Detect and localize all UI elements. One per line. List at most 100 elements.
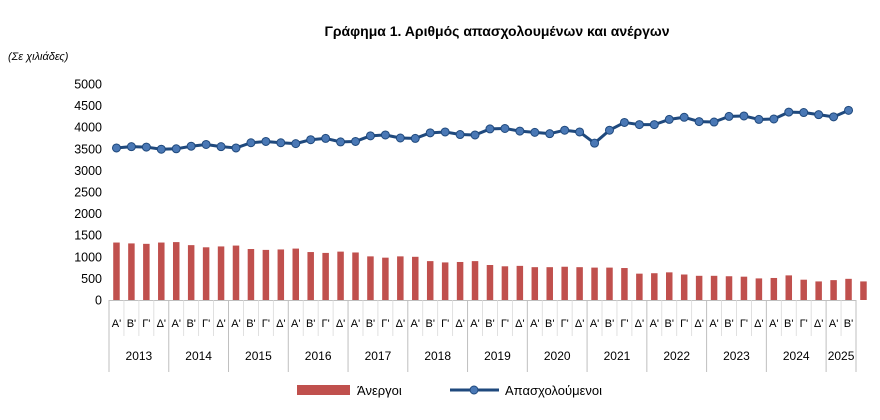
employed-point: [814, 110, 824, 120]
employed-point: [455, 130, 465, 140]
employed-point: [111, 143, 121, 153]
x-tick-label-quarter: Α': [470, 318, 479, 330]
employed-point: [844, 105, 854, 115]
bar-unemployed: [651, 273, 658, 300]
x-tick-label-quarter: Δ': [336, 318, 345, 330]
x-tick-label-quarter: Δ': [814, 318, 823, 330]
bar-unemployed: [128, 243, 135, 300]
bar-unemployed: [680, 274, 688, 300]
employed-point: [709, 117, 719, 127]
x-tick-label-quarter: Δ': [754, 318, 763, 330]
bar-unemployed: [591, 267, 598, 300]
bar-unemployed: [187, 245, 195, 300]
employed-point: [649, 120, 659, 130]
employed-point: [141, 142, 151, 152]
bar-unemployed: [367, 256, 374, 300]
x-tick-label-quarter: Β': [246, 318, 255, 330]
employed-point: [126, 142, 136, 152]
x-tick-label-year: 2024: [783, 349, 810, 363]
employed-point: [560, 125, 570, 135]
x-tick-label-quarter: Β': [425, 318, 434, 330]
x-tick-label-year: 2019: [484, 349, 511, 363]
bar-unemployed: [382, 257, 389, 300]
employed-point: [754, 114, 764, 124]
x-tick-label-quarter: Β': [665, 318, 674, 330]
x-tick-label-year: 2020: [544, 349, 571, 363]
employed-point: [530, 127, 540, 137]
bar-unemployed: [561, 266, 568, 300]
x-tick-label-quarter: Γ': [620, 318, 628, 330]
employed-point: [634, 120, 644, 130]
bar-series-unemployed: [113, 242, 867, 300]
x-tick-label-quarter: Δ': [157, 318, 166, 330]
employed-point: [380, 130, 390, 140]
bar-unemployed: [621, 268, 628, 300]
x-tick-label-year: 2018: [424, 349, 451, 363]
bar-unemployed: [576, 267, 583, 300]
bar-unemployed: [636, 273, 643, 300]
bar-unemployed: [486, 265, 494, 300]
bar-unemployed: [143, 243, 150, 300]
x-tick-label-quarter: Δ': [694, 318, 703, 330]
employed-point: [679, 112, 689, 122]
bar-unemployed: [277, 249, 285, 300]
x-tick-label-year: 2013: [126, 349, 153, 363]
x-tick-label-quarter: Δ': [575, 318, 584, 330]
bar-unemployed: [501, 266, 509, 300]
employed-point: [694, 117, 704, 127]
bar-unemployed: [337, 251, 344, 300]
x-tick-label-quarter: Β': [127, 318, 136, 330]
x-tick-label-quarter: Β': [844, 318, 853, 330]
x-tick-label-quarter: Γ': [680, 318, 688, 330]
bar-unemployed: [397, 256, 404, 300]
employed-point: [291, 139, 301, 149]
x-tick-label-quarter: Δ': [635, 318, 644, 330]
employed-point: [156, 144, 166, 154]
bar-unemployed: [860, 281, 867, 300]
y-tick-label: 4000: [74, 121, 102, 135]
bar-unemployed: [441, 262, 449, 300]
bar-unemployed: [666, 272, 673, 300]
employed-point: [186, 141, 196, 151]
bar-unemployed: [785, 275, 793, 300]
employed-point: [485, 124, 495, 134]
y-tick-label: 5000: [74, 78, 102, 92]
employed-point: [231, 143, 241, 153]
employed-point: [470, 130, 480, 140]
y-axis: 0 500 1000 1500 2000 2500 3000 3500 4000 4500 5000: [74, 78, 102, 308]
y-tick-label: 2500: [74, 186, 102, 200]
employed-point: [201, 139, 211, 149]
bar-unemployed: [262, 249, 270, 300]
employed-point: [724, 111, 734, 121]
employed-point: [829, 112, 839, 122]
x-tick-label-quarter: Γ': [800, 318, 808, 330]
bar-unemployed: [172, 242, 180, 300]
bar-unemployed: [412, 256, 419, 300]
employed-point: [799, 108, 809, 118]
employed-point: [664, 114, 674, 124]
y-tick-label: 0: [95, 294, 102, 308]
employed-point: [171, 144, 181, 154]
x-tick-label-year: 2023: [723, 349, 750, 363]
x-tick-label-quarter: Γ': [381, 318, 389, 330]
x-tick-label-quarter: Γ': [561, 318, 569, 330]
bar-unemployed: [531, 267, 539, 300]
bar-unemployed: [830, 280, 837, 300]
x-tick-label-quarter: Γ': [441, 318, 449, 330]
line-series-employed: [111, 105, 854, 154]
x-tick-label-quarter: Α': [291, 318, 300, 330]
employed-point: [261, 136, 271, 146]
x-tick-label-quarter: Γ': [322, 318, 330, 330]
x-tick-label-quarter: Β': [605, 318, 614, 330]
employed-point: [395, 133, 405, 143]
y-tick-label: 3000: [74, 164, 102, 178]
x-tick-label-quarter: Β': [306, 318, 315, 330]
x-tick-label-year: 2021: [604, 349, 631, 363]
bar-unemployed: [202, 247, 210, 300]
x-tick-label-quarter: Γ': [262, 318, 270, 330]
x-tick-label-quarter: Γ': [740, 318, 748, 330]
employed-point: [321, 133, 331, 143]
y-tick-label: 1500: [74, 229, 102, 243]
x-tick-label-quarter: Δ': [455, 318, 464, 330]
